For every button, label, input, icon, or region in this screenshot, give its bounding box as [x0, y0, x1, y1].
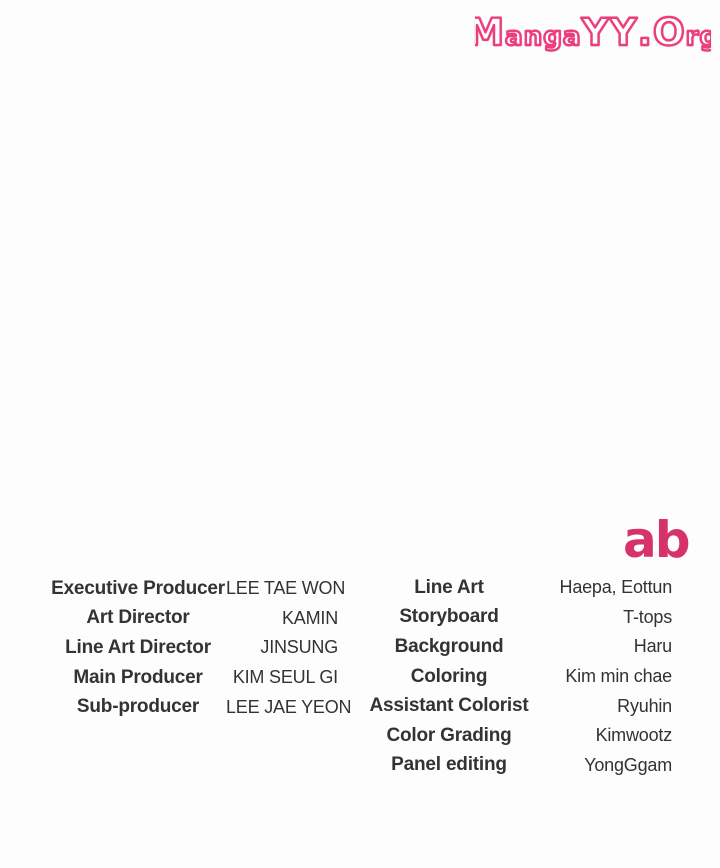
- credit-name: LEE TAE WON: [226, 578, 346, 599]
- credit-row: Line Art Haepa, Eottun: [368, 573, 672, 603]
- credit-role: Background: [394, 635, 504, 657]
- credit-role: Assistant Colorist: [369, 695, 529, 717]
- credit-role: Art Director: [86, 607, 190, 629]
- credit-row: Art Director KAMIN: [50, 604, 338, 634]
- credit-role: Panel editing: [391, 754, 507, 776]
- credit-row: Main Producer KIM SEUL GI: [50, 663, 338, 693]
- credit-role: Sub-producer: [76, 696, 200, 718]
- credit-row: Background Haru: [368, 632, 673, 662]
- credit-name: Haru: [633, 636, 672, 657]
- credit-role: Color Grading: [386, 724, 512, 746]
- credit-name: KIM SEUL GI: [232, 667, 338, 688]
- credit-role: Coloring: [410, 665, 488, 687]
- mangayy-watermark-logo: MangaYY.Org: [466, 2, 720, 58]
- credits-left-column: Executive Producer LEE TAE WON Art Direc…: [50, 574, 352, 722]
- credit-name: KAMIN: [281, 607, 338, 628]
- credit-row: Storyboard T-tops: [368, 603, 672, 633]
- credit-role: Line Art: [414, 576, 484, 598]
- credit-name: Haepa, Eottun: [559, 577, 673, 598]
- credit-name: T-tops: [623, 606, 672, 627]
- credit-name: LEE JAE YEON: [226, 696, 352, 717]
- credit-role: Main Producer: [73, 666, 203, 688]
- credit-name: Kim min chae: [565, 666, 672, 687]
- credits-right-column: Line Art Haepa, Eottun Storyboard T-tops…: [368, 573, 673, 781]
- credit-name: YongGgam: [584, 754, 672, 775]
- credit-row: Panel editing YongGgam: [368, 751, 672, 781]
- credit-row: Line Art Director JINSUNG: [50, 633, 338, 663]
- credit-row: Coloring Kim min chae: [368, 662, 672, 692]
- credit-name: Kimwootz: [595, 725, 673, 746]
- credit-role: Executive Producer: [51, 577, 225, 599]
- credit-row: Assistant Colorist Ryuhin: [368, 691, 673, 721]
- credit-row: Sub-producer LEE JAE YEON: [50, 692, 352, 722]
- credit-name: Ryuhin: [617, 695, 672, 716]
- watermark-text: MangaYY.Org: [475, 10, 711, 54]
- credit-name: JINSUNG: [260, 637, 338, 658]
- credit-role: Storyboard: [399, 606, 499, 628]
- mangayy-watermark-svg: MangaYY.Org: [466, 9, 720, 55]
- credit-role: Line Art Director: [65, 636, 211, 658]
- credit-row: Color Grading Kimwootz: [368, 721, 672, 751]
- credit-row: Executive Producer LEE TAE WON: [50, 574, 346, 604]
- ab-studio-logo: ab: [623, 511, 691, 569]
